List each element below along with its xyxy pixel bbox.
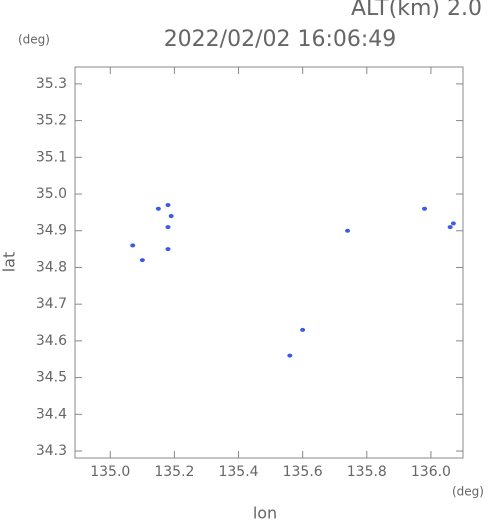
x-axis-label: lon [253, 504, 277, 522]
echo-point [447, 225, 453, 230]
x-tick-label: 135.6 [283, 464, 323, 480]
echo-point [300, 327, 306, 332]
echo-point [450, 221, 456, 226]
chart-title: 2022/02/02 16:06:49 [164, 27, 397, 52]
y-tick-label: 34.7 [36, 296, 67, 312]
y-tick-label: 35.2 [36, 113, 67, 129]
echo-point [168, 214, 174, 219]
echo-point [287, 353, 293, 358]
y-tick-label: 34.8 [36, 259, 67, 275]
echo-point [139, 258, 145, 263]
subtitle: ALT(km) 2.0 [351, 0, 482, 21]
x-tick-label: 135.0 [90, 464, 130, 480]
y-tick-label: 34.4 [36, 406, 67, 422]
y-tick-label: 34.5 [36, 370, 67, 386]
echo-point [422, 206, 428, 211]
echo-point [155, 206, 161, 211]
y-tick-label: 35.3 [36, 76, 67, 92]
echo-point [130, 243, 136, 248]
x-tick-label: 135.4 [218, 464, 258, 480]
echo-point [165, 203, 171, 208]
y-tick-label: 35.0 [36, 186, 67, 202]
x-tick-label: 136.0 [411, 464, 451, 480]
echo-point [345, 228, 351, 233]
y-tick-label: 34.6 [36, 333, 67, 349]
plot-frame [74, 66, 464, 459]
y-tick-label: 34.3 [36, 443, 67, 459]
x-tick-label: 135.8 [347, 464, 387, 480]
y-axis-label: lat [0, 252, 19, 273]
y-unit: (deg) [18, 33, 50, 47]
y-tick-label: 35.1 [36, 149, 67, 165]
y-tick-label: 34.9 [36, 223, 67, 239]
echo-point [165, 247, 171, 252]
echo-point [165, 225, 171, 230]
x-tick-label: 135.2 [154, 464, 194, 480]
x-unit: (deg) [452, 485, 484, 499]
